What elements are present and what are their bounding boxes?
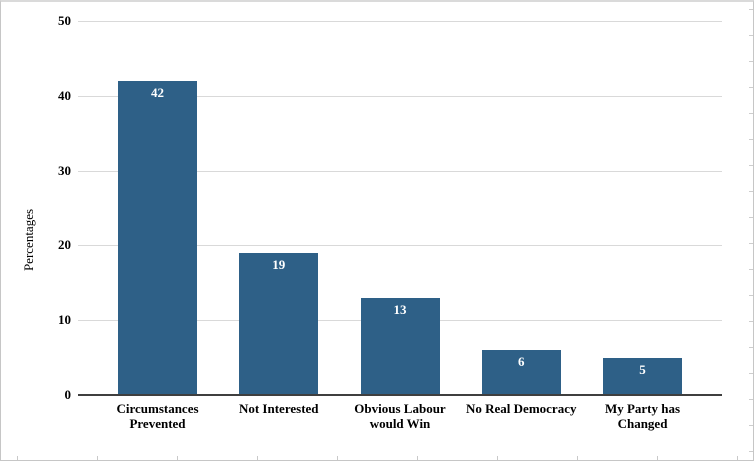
y-tick-label: 10	[58, 312, 71, 328]
gridline	[78, 21, 722, 22]
gridline	[78, 170, 722, 172]
category-label: My Party has Changed	[604, 401, 681, 431]
bar-value-label: 6	[518, 354, 525, 370]
x-axis-line	[78, 394, 722, 396]
bar: 19	[239, 252, 319, 395]
bar: 5	[603, 357, 682, 395]
y-tick-label: 50	[58, 13, 71, 28]
bar-value-label: 19	[272, 256, 286, 272]
gridline	[78, 95, 722, 97]
gridline	[78, 245, 722, 247]
category-label: Obvious Labour would Win	[354, 401, 446, 431]
category-label: Not Interested	[238, 401, 319, 416]
bar: 6	[481, 350, 561, 395]
category-label: Circumstances Prevented	[116, 401, 199, 431]
category-label: No Real Democracy	[466, 401, 577, 416]
y-tick-label: 40	[58, 87, 71, 103]
cropped-edge-ticks-right	[749, 2, 753, 460]
plot-area: 42 19 13 6 5	[78, 21, 722, 396]
y-tick-label: 0	[64, 387, 72, 402]
y-tick-label: 30	[58, 162, 71, 178]
y-tick-label: 20	[58, 237, 71, 253]
bar-value-label: 42	[151, 84, 164, 100]
cropped-edge-ticks-bottom	[1, 456, 753, 460]
bar: 42	[118, 80, 197, 395]
bar-value-label: 13	[393, 301, 407, 317]
bar: 13	[360, 297, 440, 395]
bar-value-label: 5	[639, 361, 646, 377]
